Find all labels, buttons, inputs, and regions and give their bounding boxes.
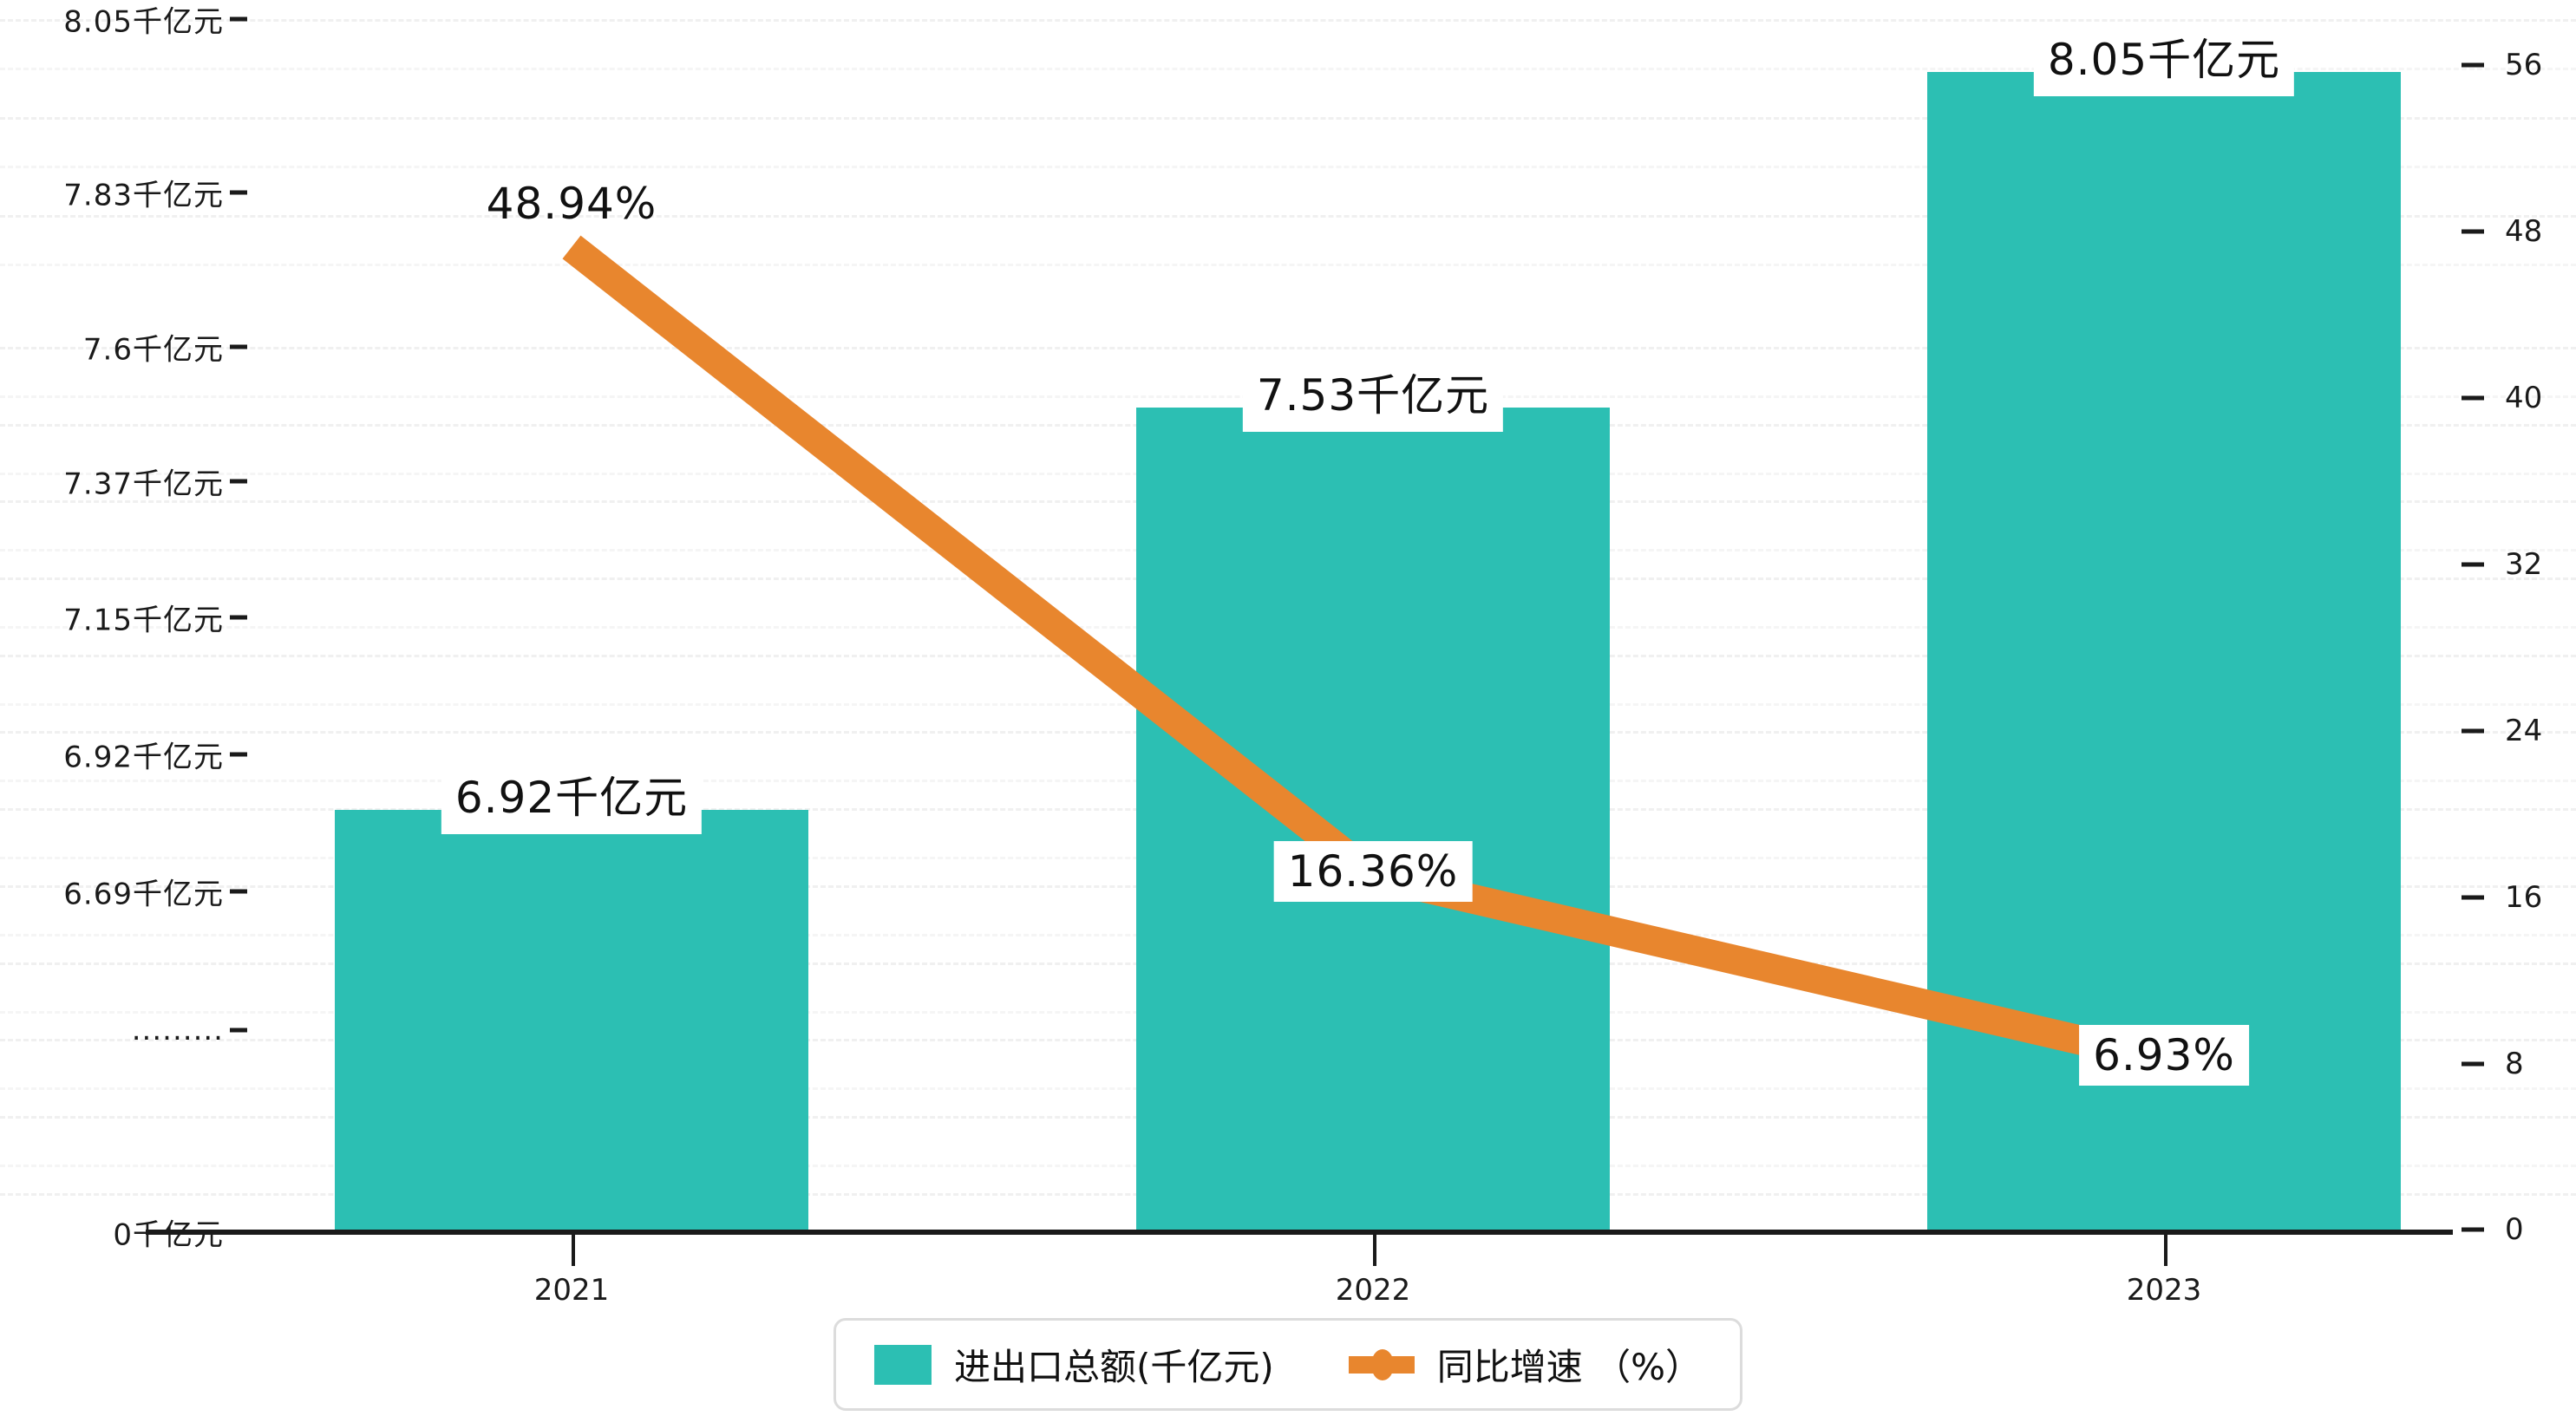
x-tick-label-2023: 2023 <box>2126 1273 2202 1308</box>
gridline-major <box>0 215 2576 218</box>
x-tick-mark <box>572 1235 575 1266</box>
line-value-label-2021: 48.94% <box>486 179 657 229</box>
legend-item-growth-rate[interactable]: 同比增速 （%） <box>1348 1338 1703 1391</box>
x-tick-mark <box>1373 1235 1376 1266</box>
y-right-tick <box>2462 62 2484 68</box>
y-left-label: 7.37千亿元 <box>63 467 224 502</box>
bar-value-label-2023: 8.05千亿元 <box>2033 22 2295 96</box>
legend-label-growth-rate: 同比增速 （%） <box>1436 1346 1703 1388</box>
y-left-tick <box>230 190 247 195</box>
y-right-tick <box>2462 229 2484 234</box>
legend-bar-swatch-icon <box>873 1344 932 1385</box>
y-right-label: 16 <box>2505 880 2543 915</box>
x-tick-mark <box>2164 1235 2167 1266</box>
y-left-tick <box>230 344 247 349</box>
y-right-label: 32 <box>2505 547 2543 582</box>
y-right-tick <box>2462 562 2484 567</box>
y-left-label: ......... <box>131 1013 224 1047</box>
y-left-label-zero: 0千亿元 <box>113 1217 224 1253</box>
legend-line-swatch-icon <box>1348 1345 1415 1385</box>
y-right-label: 48 <box>2505 214 2543 249</box>
y-left-label: 6.92千亿元 <box>63 740 224 775</box>
y-left-label: 7.15千亿元 <box>63 603 224 638</box>
y-right-label: 56 <box>2505 48 2543 82</box>
y-left-label: 6.69千亿元 <box>63 877 224 912</box>
gridline-major <box>0 19 2576 22</box>
y-right-tick <box>2462 395 2484 401</box>
y-left-tick <box>230 752 247 757</box>
y-right-label: 40 <box>2505 381 2543 415</box>
chart-legend: 进出口总额(千亿元) 同比增速 （%） <box>833 1318 1743 1411</box>
y-right-tick <box>2462 728 2484 734</box>
gridline-major <box>0 117 2576 120</box>
y-left-tick <box>230 1028 247 1033</box>
line-value-label-2023: 6.93% <box>2079 1025 2249 1086</box>
y-right-tick <box>2462 895 2484 900</box>
line-value-label-2022: 16.36% <box>1273 841 1473 902</box>
bar-value-label-2022: 7.53千亿元 <box>1242 357 1504 432</box>
y-right-label: 8 <box>2505 1047 2524 1081</box>
bar-2022[interactable] <box>1136 408 1610 1230</box>
y-right-label: 0 <box>2505 1212 2524 1247</box>
x-tick-label-2021: 2021 <box>533 1273 610 1308</box>
y-left-label: 8.05千亿元 <box>63 4 224 40</box>
y-left-tick <box>230 479 247 484</box>
y-right-tick <box>2462 1227 2484 1232</box>
y-left-tick <box>230 615 247 620</box>
y-left-label: 7.83千亿元 <box>63 178 224 213</box>
y-left-tick <box>230 889 247 894</box>
gridline-minor <box>0 166 2576 168</box>
bar-2021[interactable] <box>335 810 808 1230</box>
y-right-tick <box>2462 1061 2484 1067</box>
bar-value-label-2021: 6.92千亿元 <box>441 760 703 834</box>
legend-item-import-export[interactable]: 进出口总额(千亿元) <box>873 1338 1274 1391</box>
x-axis-line <box>146 1230 2453 1235</box>
y-left-tick <box>230 16 247 22</box>
legend-label-import-export: 进出口总额(千亿元) <box>953 1346 1274 1388</box>
gridline-minor <box>0 68 2576 70</box>
y-right-label: 24 <box>2505 714 2543 748</box>
x-tick-label-2022: 2022 <box>1335 1273 1411 1308</box>
y-left-label: 7.6千亿元 <box>82 332 224 368</box>
